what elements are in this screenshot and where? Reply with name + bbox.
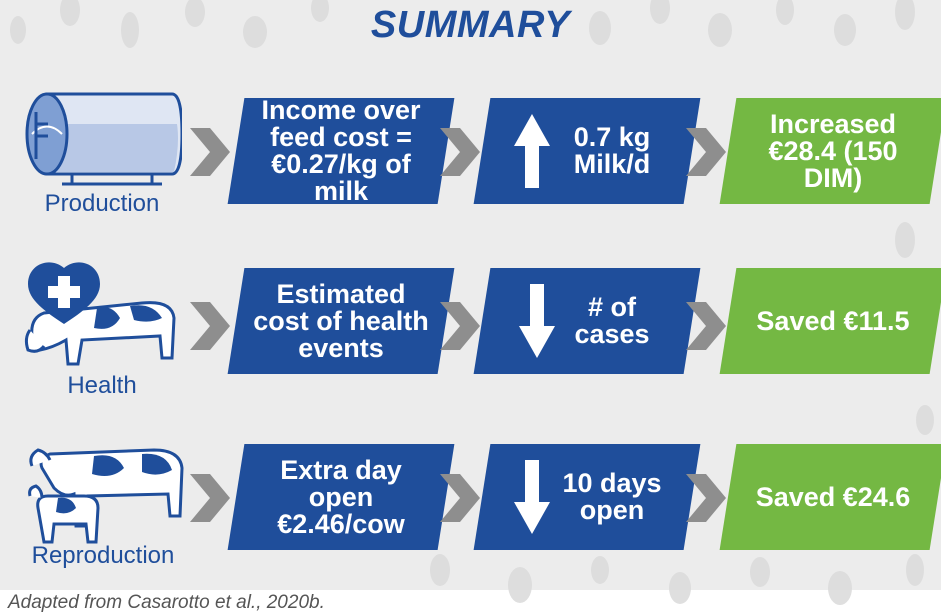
arrow-up-icon — [514, 114, 550, 188]
chevron-right-icon — [440, 128, 480, 176]
result-box-health: Saved €11.5 — [719, 268, 941, 374]
row-label-health: Health — [67, 372, 137, 399]
heart-cow-icon — [24, 262, 176, 366]
chevron-right-icon — [686, 302, 726, 350]
chevron-right-icon — [440, 302, 480, 350]
result-box-production: Increased €28.4 (150 DIM) — [719, 98, 941, 204]
cost-box-health: Estimated cost of health events — [227, 268, 455, 374]
cost-box-production: Income over feed cost = €0.27/kg of milk — [227, 97, 455, 205]
arrow-down-icon — [514, 460, 550, 534]
cost-box-reproduction: Extra day open €2.46/cow — [227, 444, 455, 550]
source-caption: Adapted from Casarotto et al., 2020b. — [8, 592, 325, 613]
chevron-right-icon — [440, 474, 480, 522]
chevron-right-icon — [190, 474, 230, 522]
chevron-right-icon — [686, 128, 726, 176]
chevron-right-icon — [190, 128, 230, 176]
page-title: SUMMARY — [370, 4, 571, 46]
arrow-down-icon — [519, 284, 555, 358]
row-label-production: Production — [44, 190, 160, 217]
row-label-reproduction: Reproduction — [31, 542, 175, 569]
result-box-reproduction: Saved €24.6 — [719, 444, 941, 550]
effect-box-health: # of cases — [473, 268, 701, 374]
effect-box-production: 0.7 kg Milk/d — [473, 98, 701, 204]
effect-box-reproduction: 10 days open — [473, 444, 701, 550]
chevron-right-icon — [686, 474, 726, 522]
chevron-right-icon — [190, 302, 230, 350]
milk-tank-icon — [25, 92, 182, 186]
cow-calf-icon — [28, 448, 184, 544]
